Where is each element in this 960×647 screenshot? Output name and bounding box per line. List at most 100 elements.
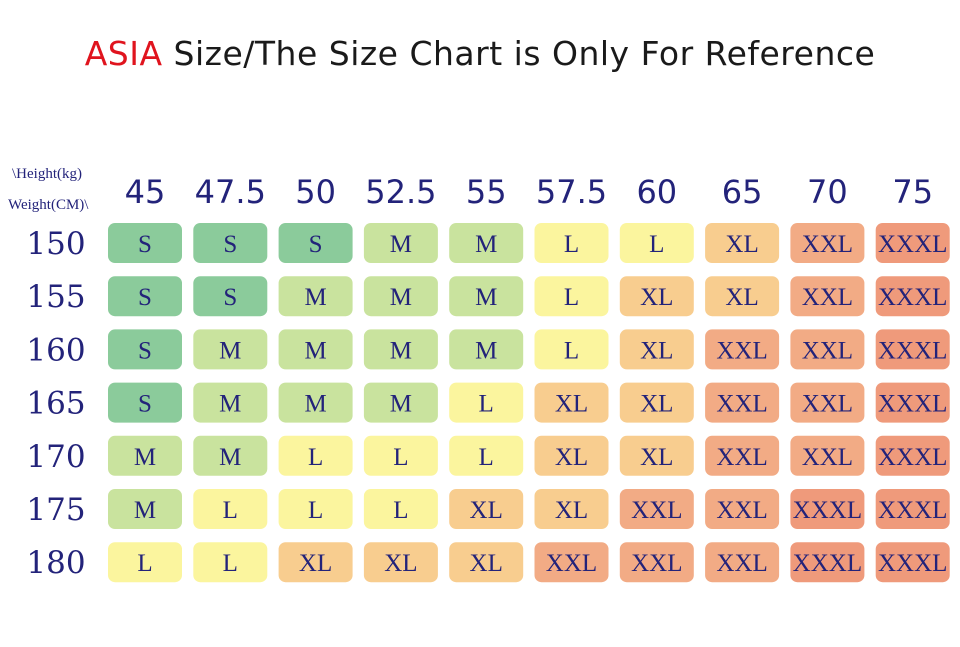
column-header-2: 50 [295, 173, 336, 211]
cell-size-6-2: XL [299, 550, 332, 577]
cell-bg-2-4 [449, 329, 524, 370]
cell-size-2-3: M [390, 337, 412, 364]
cell-bg-6-3 [363, 542, 438, 583]
cell-size-3-4: L [479, 391, 494, 418]
column-header-6: 60 [636, 173, 677, 211]
cell-size-2-0: S [138, 337, 152, 364]
cell-size-5-6: XXL [631, 497, 682, 524]
cell-size-3-1: M [219, 391, 241, 418]
cell-bg-1-7 [705, 276, 780, 317]
cell-size-3-8: XXL [802, 391, 853, 418]
cell-bg-5-8 [790, 489, 865, 529]
title-text: Size/The Size Chart is Only For Referenc… [162, 34, 876, 73]
cell-size-0-0: S [138, 231, 152, 258]
cell-size-0-6: L [649, 231, 664, 258]
cell-bg-4-0 [108, 435, 182, 476]
cell-bg-1-6 [619, 276, 694, 317]
cell-bg-2-8 [790, 329, 865, 370]
cell-size-3-2: M [304, 391, 326, 418]
cell-bg-6-7 [705, 542, 780, 583]
cell-size-2-8: XXL [802, 337, 853, 364]
title-accent: ASIA [84, 34, 163, 73]
cell-size-2-9: XXXL [878, 337, 947, 364]
cell-size-2-2: M [304, 337, 326, 364]
cell-bg-4-3 [363, 435, 438, 476]
cell-size-6-5: XXL [546, 550, 597, 577]
cell-bg-3-4 [449, 382, 524, 423]
column-header-1: 47.5 [195, 173, 266, 211]
cell-size-5-0: M [134, 497, 156, 524]
cell-size-1-5: L [564, 284, 579, 311]
cell-size-1-2: M [304, 284, 326, 311]
cell-bg-6-4 [449, 542, 524, 583]
cell-size-3-7: XXL [716, 391, 767, 418]
cell-bg-6-5 [534, 542, 609, 583]
column-header-7: 65 [722, 173, 763, 211]
cell-bg-3-6 [619, 382, 694, 423]
cell-bg-0-4 [449, 223, 524, 263]
cell-size-5-7: XXL [716, 497, 767, 524]
cell-size-0-9: XXXL [878, 231, 947, 258]
cell-bg-5-3 [363, 489, 438, 529]
cell-bg-0-6 [619, 223, 694, 263]
cell-bg-0-5 [534, 223, 609, 263]
cell-bg-3-9 [875, 382, 950, 423]
cell-size-5-5: XL [555, 497, 588, 524]
cell-bg-3-2 [278, 382, 353, 423]
cell-bg-1-0 [108, 276, 182, 317]
cell-size-6-4: XL [470, 550, 503, 577]
cell-size-6-3: XL [384, 550, 417, 577]
cell-bg-6-0 [108, 542, 182, 583]
cell-size-1-7: XL [725, 284, 758, 311]
cell-bg-2-1 [193, 329, 268, 370]
cell-size-4-3: L [393, 444, 408, 471]
row-header-5: 175 [26, 492, 85, 528]
cell-size-1-9: XXXL [878, 284, 947, 311]
cell-bg-1-5 [534, 276, 609, 317]
cell-bg-4-9 [875, 435, 950, 476]
column-header-4: 55 [466, 173, 507, 211]
cell-bg-4-5 [534, 435, 609, 476]
cell-size-5-1: L [223, 497, 238, 524]
chart-title: ASIA Size/The Size Chart is Only For Ref… [0, 34, 960, 73]
cell-size-5-8: XXXL [793, 497, 862, 524]
cell-size-5-9: XXXL [878, 497, 947, 524]
cell-bg-1-1 [193, 276, 268, 317]
cell-size-4-2: L [308, 444, 323, 471]
cell-size-4-8: XXL [802, 444, 853, 471]
cell-size-3-9: XXXL [878, 391, 947, 418]
cell-size-4-6: XL [640, 444, 673, 471]
cell-bg-5-7 [705, 489, 780, 529]
cell-size-2-1: M [219, 337, 241, 364]
cell-size-6-1: L [223, 550, 238, 577]
cell-size-6-8: XXXL [793, 550, 862, 577]
cell-bg-4-1 [193, 435, 268, 476]
cell-size-6-6: XXL [631, 550, 682, 577]
cell-size-4-9: XXXL [878, 444, 947, 471]
cell-bg-2-7 [705, 329, 780, 370]
cell-bg-1-4 [449, 276, 524, 317]
cell-bg-4-6 [619, 435, 694, 476]
cell-bg-3-0 [108, 382, 182, 423]
cell-bg-2-0 [108, 329, 182, 370]
cell-size-0-5: L [564, 231, 579, 258]
cell-size-1-4: M [475, 284, 497, 311]
cell-size-3-3: M [390, 391, 412, 418]
cell-bg-6-8 [790, 542, 865, 583]
cell-bg-5-4 [449, 489, 524, 529]
cell-size-6-9: XXXL [878, 550, 947, 577]
cell-bg-0-8 [790, 223, 865, 263]
cell-bg-6-6 [619, 542, 694, 583]
cell-bg-1-3 [363, 276, 438, 317]
cell-bg-2-5 [534, 329, 609, 370]
column-header-0: 45 [125, 173, 166, 211]
cell-size-0-1: S [223, 231, 237, 258]
cell-size-0-8: XXL [802, 231, 853, 258]
cell-size-1-1: S [223, 284, 237, 311]
row-header-6: 180 [26, 545, 85, 581]
cell-size-3-0: S [138, 391, 152, 418]
cell-size-4-7: XXL [716, 444, 767, 471]
cell-size-0-2: S [309, 231, 323, 258]
cell-size-2-4: M [475, 337, 497, 364]
